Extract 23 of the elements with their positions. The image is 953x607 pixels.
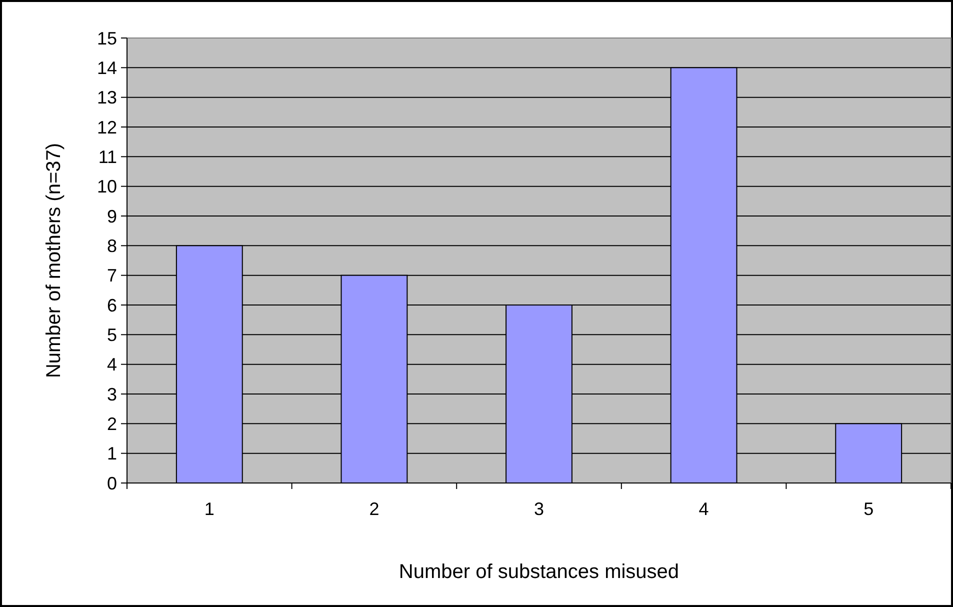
x-tick-label: 3 [534, 499, 544, 519]
y-tick-label: 8 [106, 236, 117, 256]
y-tick-label: 4 [106, 354, 117, 375]
y-tick-label: 12 [96, 117, 117, 138]
x-tick-label: 5 [864, 499, 874, 519]
y-tick-label: 1 [106, 444, 117, 464]
y-tick-label: 14 [96, 58, 117, 78]
y-tick-label: 0 [106, 473, 117, 494]
y-tick-label: 6 [106, 295, 117, 316]
y-tick-label: 3 [106, 384, 117, 404]
x-tick-label: 4 [698, 499, 709, 519]
y-tick-label: 5 [106, 324, 117, 345]
y-tick-label: 7 [106, 266, 117, 286]
y-tick-label: 10 [96, 176, 117, 197]
x-tick-label: 1 [204, 499, 214, 519]
y-tick-label: 13 [96, 88, 117, 108]
y-tick-label: 15 [96, 28, 117, 48]
y-tick-label: 2 [106, 414, 117, 434]
y-axis-title: Number of mothers (n=37) [43, 142, 65, 378]
y-tick-label: 11 [98, 146, 117, 167]
x-axis-title: Number of substances misused [398, 561, 680, 583]
y-tick-label: 9 [106, 206, 117, 226]
x-tick-label: 2 [369, 499, 380, 519]
